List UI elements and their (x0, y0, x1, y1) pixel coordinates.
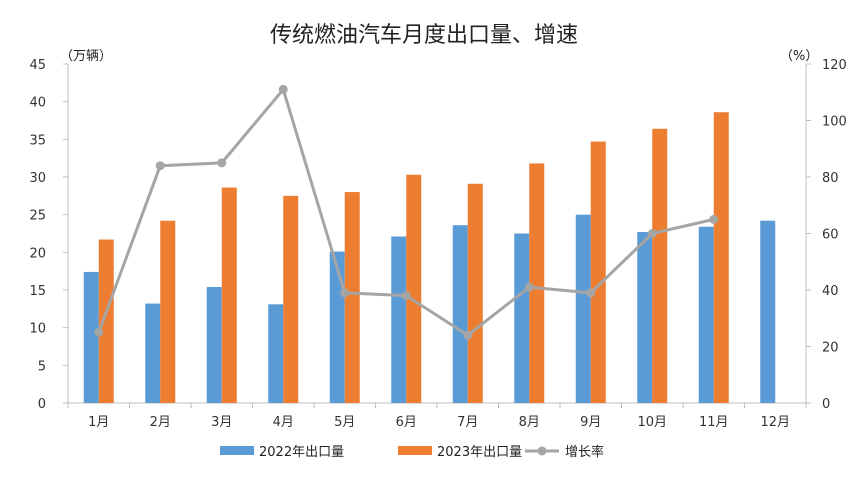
bar-2023 (221, 187, 237, 403)
right-axis-unit: （%） (780, 49, 818, 64)
legend-label-2: 增长率 (565, 444, 604, 460)
bar-2023 (344, 192, 360, 403)
bar-2022 (83, 271, 99, 403)
bar-2022 (452, 225, 468, 403)
bar-2022 (760, 220, 776, 403)
legend-marker (537, 446, 547, 456)
right-tick-label: 100 (822, 115, 847, 130)
left-tick-label: 5 (38, 359, 46, 374)
bar-2023 (467, 183, 483, 403)
legend-label-1: 2023年出口量 (437, 445, 522, 460)
growth-rate-point (524, 282, 534, 292)
growth-rate-point (463, 330, 473, 340)
x-tick-label: 7月 (457, 415, 478, 430)
right-tick-label: 120 (822, 58, 847, 73)
bar-2022 (268, 304, 284, 403)
bar-2023 (652, 128, 668, 403)
chart-title: 传统燃油汽车月度出口量、增速 (270, 23, 578, 48)
left-tick-label: 10 (29, 322, 46, 337)
x-tick-label: 11月 (699, 415, 729, 430)
right-tick-label: 20 (822, 341, 839, 356)
x-tick-label: 2月 (150, 415, 171, 430)
bar-2022 (329, 251, 345, 403)
bar-2022 (206, 286, 222, 403)
left-tick-label: 25 (29, 209, 46, 224)
left-tick-label: 40 (29, 96, 46, 111)
bar-2023 (283, 195, 299, 403)
legend-swatch-1 (398, 446, 432, 455)
legend-swatch-0 (220, 446, 254, 455)
bars-layer (83, 112, 776, 404)
left-tick-label: 20 (29, 246, 46, 261)
x-tick-label: 4月 (273, 415, 294, 430)
x-tick-label: 8月 (519, 415, 540, 430)
right-tick-label: 0 (822, 397, 830, 412)
left-tick-label: 0 (38, 397, 46, 412)
x-tick-label: 3月 (211, 415, 232, 430)
left-axis-unit: （万辆） (60, 49, 112, 64)
bar-2023 (406, 174, 422, 403)
left-tick-label: 35 (29, 133, 46, 148)
right-tick-label: 60 (822, 228, 839, 243)
bar-2022 (575, 214, 591, 403)
legend-label-0: 2022年出口量 (259, 445, 344, 460)
bar-2022 (698, 226, 714, 403)
left-tick-label: 30 (29, 171, 46, 186)
right-tick-label: 40 (822, 284, 839, 299)
bar-2023 (590, 141, 606, 404)
left-tick-label: 15 (29, 284, 46, 299)
right-tick-label: 80 (822, 171, 839, 186)
growth-rate-point (155, 161, 165, 171)
x-tick-label: 10月 (637, 415, 667, 430)
growth-rate-point (586, 288, 596, 298)
growth-rate-point (401, 291, 411, 301)
growth-rate-point (217, 158, 227, 168)
growth-rate-point (709, 214, 719, 224)
bar-2022 (637, 231, 653, 403)
x-tick-label: 1月 (88, 415, 109, 430)
x-tick-label: 6月 (396, 415, 417, 430)
bar-2023 (160, 220, 176, 403)
growth-rate-point (94, 327, 104, 337)
bar-2023 (98, 239, 114, 403)
bar-2023 (713, 112, 729, 404)
legend: 2022年出口量 2023年出口量 增长率 (220, 444, 604, 460)
growth-rate-point (647, 229, 657, 238)
bar-2022 (145, 303, 161, 403)
bar-2023 (529, 163, 545, 403)
axes-layer: 0 5 10 15 20 25 30 35 40 45 0 20 40 60 80 100 120 1月 2月 3月 4… (29, 58, 846, 430)
x-tick-label: 5月 (334, 415, 355, 430)
growth-rate-point (278, 84, 288, 94)
line-layer (94, 84, 719, 340)
growth-rate-point (340, 288, 350, 298)
bar-2022 (514, 233, 530, 403)
x-tick-label: 12月 (760, 415, 790, 430)
left-tick-label: 45 (29, 58, 46, 73)
bar-2022 (391, 236, 407, 403)
x-tick-label: 9月 (580, 415, 601, 430)
